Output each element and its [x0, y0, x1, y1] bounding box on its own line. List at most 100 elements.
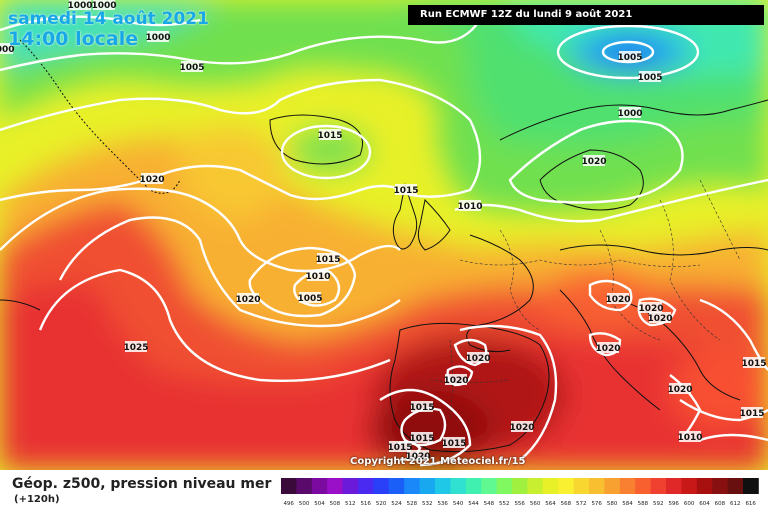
scale-swatch — [604, 478, 621, 494]
isobar-label-bg — [443, 437, 465, 448]
isobar-label-bg — [407, 450, 429, 461]
scale-tick-label: 524 — [391, 501, 402, 507]
isobar-label-bg — [679, 431, 701, 442]
scale-swatch — [496, 478, 513, 494]
scale-swatch — [358, 478, 374, 494]
isobar-label: 1020 — [667, 385, 692, 395]
isobar-label: 1020 — [647, 314, 672, 324]
isobar-label-bg — [69, 0, 91, 10]
scale-swatch — [743, 478, 759, 494]
isobar-label: 1020 — [638, 304, 663, 314]
isobar-label-bg — [741, 407, 763, 418]
isobar-labels: 1000100010001005100010051005100010151020… — [0, 0, 767, 462]
isobar-label: 1020 — [139, 175, 164, 185]
weather-map: 1000100010001005100010051005100010151020… — [0, 0, 768, 470]
scale-tick-label: 584 — [622, 501, 633, 507]
isobar-label-bg — [0, 43, 13, 54]
isobar-label-bg — [317, 253, 339, 264]
legend-title: Géop. z500, pression niveau mer — [12, 476, 272, 492]
scale-tick-label: 504 — [314, 501, 325, 507]
scale-tick-label: 544 — [468, 501, 479, 507]
geopotential-field — [0, 0, 768, 470]
scale-swatch — [342, 478, 359, 494]
isobar-label: 1015 — [393, 186, 418, 196]
isobar-label-bg — [459, 200, 481, 211]
isobar-label-bg — [237, 293, 259, 304]
scale-swatch — [666, 478, 682, 494]
isobar-label: 1020 — [465, 354, 490, 364]
isobar-label: 1015 — [739, 409, 764, 419]
isobar-label: 1015 — [741, 359, 766, 369]
scale-tick-label: 564 — [545, 501, 556, 507]
scale-swatch — [311, 478, 328, 494]
isobar-label: 1010 — [457, 202, 482, 212]
isobar-label: 1005 — [637, 73, 662, 83]
scale-tick-label: 576 — [591, 501, 602, 507]
isobar-label: 1020 — [405, 452, 430, 462]
scale-swatch — [296, 478, 313, 494]
scale-swatch — [527, 478, 544, 494]
isobar-label-bg — [147, 31, 169, 42]
isobar-label-bg — [307, 270, 329, 281]
forecast-hour: 14:00 locale — [8, 28, 139, 50]
scale-swatch — [419, 478, 436, 494]
isobar-label-bg — [411, 401, 433, 412]
scale-tick-label: 556 — [514, 501, 525, 507]
scale-swatch — [481, 478, 497, 494]
isobar-label: 1010 — [677, 433, 702, 443]
scale-tick-label: 612 — [730, 501, 741, 507]
isobar-label-bg — [649, 312, 671, 323]
scale-tick-label: 600 — [684, 501, 695, 507]
scale-swatch — [696, 478, 713, 494]
scale-tick-label: 532 — [422, 501, 433, 507]
scale-tick-label: 572 — [576, 501, 587, 507]
isobar-label-bg — [299, 292, 321, 303]
scale-swatch — [435, 478, 451, 494]
isobar-label: 1000 — [617, 109, 642, 119]
scale-tick-label: 596 — [668, 501, 679, 507]
isobar-label-bg — [619, 51, 641, 62]
scale-tick-label: 500 — [299, 501, 310, 507]
scale-swatch — [465, 478, 482, 494]
scale-tick-label: 608 — [715, 501, 726, 507]
isobar-label-bg — [181, 61, 203, 72]
isobar-label: 1005 — [179, 63, 204, 73]
scale-swatch — [542, 478, 559, 494]
isobar-label: 1000 — [91, 1, 116, 11]
isobar-label: 1010 — [305, 272, 330, 282]
scale-tick-label: 604 — [699, 501, 710, 507]
isobar-label: 1020 — [443, 376, 468, 386]
scale-tick-label: 528 — [407, 501, 418, 507]
scale-tick-label: 616 — [745, 501, 756, 507]
isobar-label-bg — [389, 441, 411, 452]
isobar-label: 1025 — [123, 343, 148, 353]
scale-tick-label: 536 — [437, 501, 448, 507]
isobar-label-bg — [743, 357, 765, 368]
scale-tick-label: 552 — [499, 501, 510, 507]
scale-tick-label: 496 — [283, 501, 294, 507]
scale-tick-label: 580 — [607, 501, 618, 507]
isobar-label-bg — [511, 421, 533, 432]
scale-swatch — [327, 478, 343, 494]
run-info-box: Run ECMWF 12Z du lundi 9 août 2021 — [408, 5, 764, 25]
color-scale: 496 500 504 508 512 516 520 524 528 532 536 540 544 5… — [281, 478, 759, 507]
isobar-label-bg — [411, 432, 433, 443]
isobar-label: 1015 — [441, 439, 466, 449]
scale-swatch — [727, 478, 744, 494]
isobar-label-bg — [597, 342, 619, 353]
isobar-label-bg — [607, 293, 629, 304]
scale-swatch — [681, 478, 698, 494]
isobar-label: 1015 — [317, 131, 342, 141]
scale-tick-label: 516 — [360, 501, 371, 507]
isobar-label: 1015 — [409, 403, 434, 413]
isobar-label: 1020 — [509, 423, 534, 433]
scale-tick-label: 560 — [530, 501, 541, 507]
scale-swatch — [589, 478, 605, 494]
coastlines — [0, 39, 768, 453]
isobar-label-bg — [619, 107, 641, 118]
scale-swatch — [619, 478, 636, 494]
isobar-label: 1015 — [315, 255, 340, 265]
isobars — [0, 15, 768, 467]
isobar-label: 1015 — [387, 443, 412, 453]
